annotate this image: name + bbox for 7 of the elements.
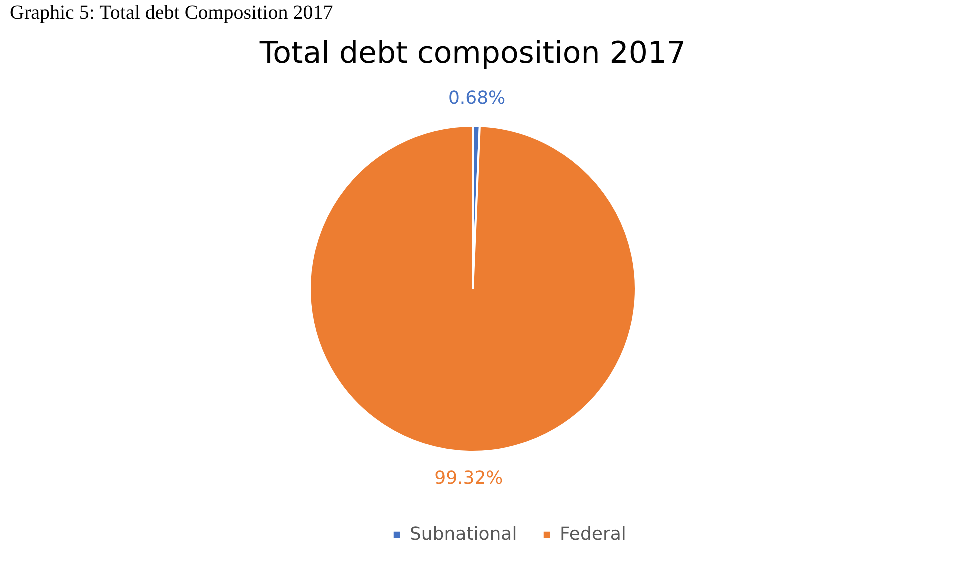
- chart-title: Total debt composition 2017: [258, 36, 686, 71]
- pie-slice: [309, 125, 637, 453]
- data-label: 0.68%: [448, 88, 506, 110]
- legend-label: Subnational: [410, 524, 518, 545]
- text: Graphic 5: Total debt Composition 2017: [9, 1, 334, 26]
- data-label: 99.32%: [434, 468, 504, 489]
- legend-label: Federal: [560, 524, 626, 545]
